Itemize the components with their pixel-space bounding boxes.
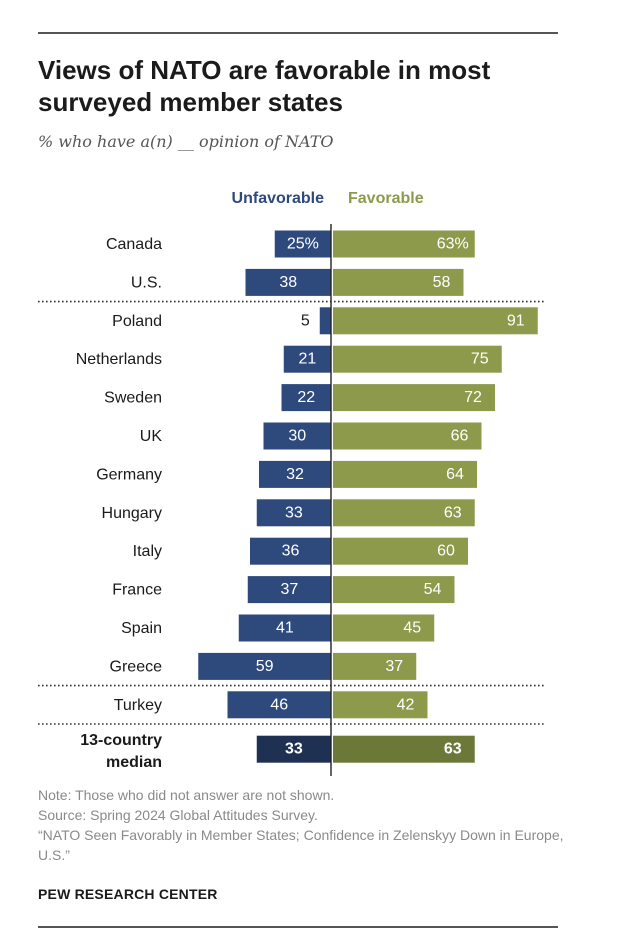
bar-favorable-poland <box>333 307 538 335</box>
value-label-favorable-france: 54 <box>424 581 442 598</box>
value-label-favorable-turkey: 42 <box>397 696 415 713</box>
category-label-italy: Italy <box>133 543 162 560</box>
value-label-unfavorable-canada: 25% <box>287 236 319 253</box>
bar-unfavorable-canada <box>274 230 331 258</box>
bottom-rule <box>38 926 558 928</box>
value-label-favorable-germany: 64 <box>446 466 464 483</box>
value-label-favorable-poland: 91 <box>507 312 525 329</box>
diverging-bar-chart: Canada 25% 63% U.S. 38 58 Poland 5 91 Netherlands… <box>38 224 546 776</box>
value-label-favorable-13-country-median: 63 <box>444 741 462 758</box>
bar-favorable-13-country-median <box>333 735 475 763</box>
value-label-unfavorable-sweden: 22 <box>297 389 315 406</box>
bar-favorable-france <box>333 576 455 604</box>
source-text: Source: Spring 2024 Global Attitudes Sur… <box>38 807 318 823</box>
bar-favorable-germany <box>333 460 477 488</box>
category-label-france: France <box>112 581 162 598</box>
bar-unfavorable-germany <box>259 460 331 488</box>
value-label-favorable-sweden: 72 <box>464 389 482 406</box>
chart-subtitle: % who have a(n) __ opinion of NATO <box>38 132 334 151</box>
bar-favorable-u-s <box>333 268 464 296</box>
value-label-unfavorable-netherlands: 21 <box>298 351 316 368</box>
bar-favorable-turkey <box>333 691 428 719</box>
bar-unfavorable-italy <box>250 537 331 565</box>
value-label-unfavorable-france: 37 <box>280 581 298 598</box>
bar-favorable-canada <box>333 230 475 258</box>
category-label-hungary: Hungary <box>102 504 162 521</box>
category-label-u-s: U.S. <box>131 274 162 291</box>
bar-favorable-netherlands <box>333 345 502 373</box>
value-label-favorable-u-s: 58 <box>433 274 451 291</box>
category-label-netherlands: Netherlands <box>76 351 162 368</box>
value-label-favorable-greece: 37 <box>385 658 403 675</box>
category-label-germany: Germany <box>96 466 162 483</box>
category-label-13-country-median: 13-country median <box>80 732 162 771</box>
value-label-favorable-netherlands: 75 <box>471 351 489 368</box>
bar-unfavorable-u-s <box>245 268 331 296</box>
category-label-sweden: Sweden <box>104 389 162 406</box>
category-label-poland: Poland <box>112 312 162 329</box>
value-label-unfavorable-poland: 5 <box>301 312 310 329</box>
legend-unfavorable: Unfavorable <box>231 190 324 207</box>
bar-unfavorable-uk <box>263 422 331 450</box>
value-label-favorable-spain: 45 <box>403 620 421 637</box>
chart-title: Views of NATO are favorable in most surv… <box>38 55 491 117</box>
bar-favorable-italy <box>333 537 468 565</box>
value-label-unfavorable-turkey: 46 <box>270 696 288 713</box>
value-label-unfavorable-italy: 36 <box>282 543 300 560</box>
value-label-unfavorable-u-s: 38 <box>279 274 297 291</box>
value-label-unfavorable-13-country-median: 33 <box>285 741 303 758</box>
value-label-favorable-italy: 60 <box>437 543 455 560</box>
value-label-favorable-uk: 66 <box>451 428 469 445</box>
bar-unfavorable-sweden <box>281 384 331 412</box>
value-label-unfavorable-uk: 30 <box>288 428 306 445</box>
bar-unfavorable-turkey <box>227 691 331 719</box>
bar-unfavorable-13-country-median <box>256 735 331 763</box>
value-label-unfavorable-spain: 41 <box>276 620 294 637</box>
bar-favorable-spain <box>333 614 435 642</box>
brand-label: PEW RESEARCH CENTER <box>38 886 218 902</box>
value-label-favorable-hungary: 63 <box>444 504 462 521</box>
bar-unfavorable-netherlands <box>283 345 331 373</box>
category-label-canada: Canada <box>106 236 162 253</box>
category-label-uk: UK <box>140 428 163 445</box>
bar-favorable-uk <box>333 422 482 450</box>
bar-favorable-hungary <box>333 499 475 527</box>
chart-note: Note: Those who did not answer are not s… <box>38 785 578 865</box>
value-label-unfavorable-germany: 32 <box>286 466 304 483</box>
value-label-unfavorable-greece: 59 <box>256 658 274 675</box>
value-label-favorable-canada: 63% <box>437 236 469 253</box>
category-label-spain: Spain <box>121 620 162 637</box>
bar-favorable-greece <box>333 652 417 680</box>
value-label-unfavorable-hungary: 33 <box>285 504 303 521</box>
bar-unfavorable-france <box>247 576 331 604</box>
bar-favorable-sweden <box>333 384 495 412</box>
bar-unfavorable-hungary <box>256 499 331 527</box>
bar-unfavorable-spain <box>238 614 331 642</box>
bar-unfavorable-poland <box>319 307 331 335</box>
legend-favorable: Favorable <box>348 190 424 207</box>
report-title-text: “NATO Seen Favorably in Member States; C… <box>38 827 564 863</box>
category-label-greece: Greece <box>110 658 163 675</box>
top-rule <box>38 32 558 34</box>
note-text: Note: Those who did not answer are not s… <box>38 787 335 803</box>
bar-unfavorable-greece <box>198 652 331 680</box>
category-label-turkey: Turkey <box>114 696 162 713</box>
